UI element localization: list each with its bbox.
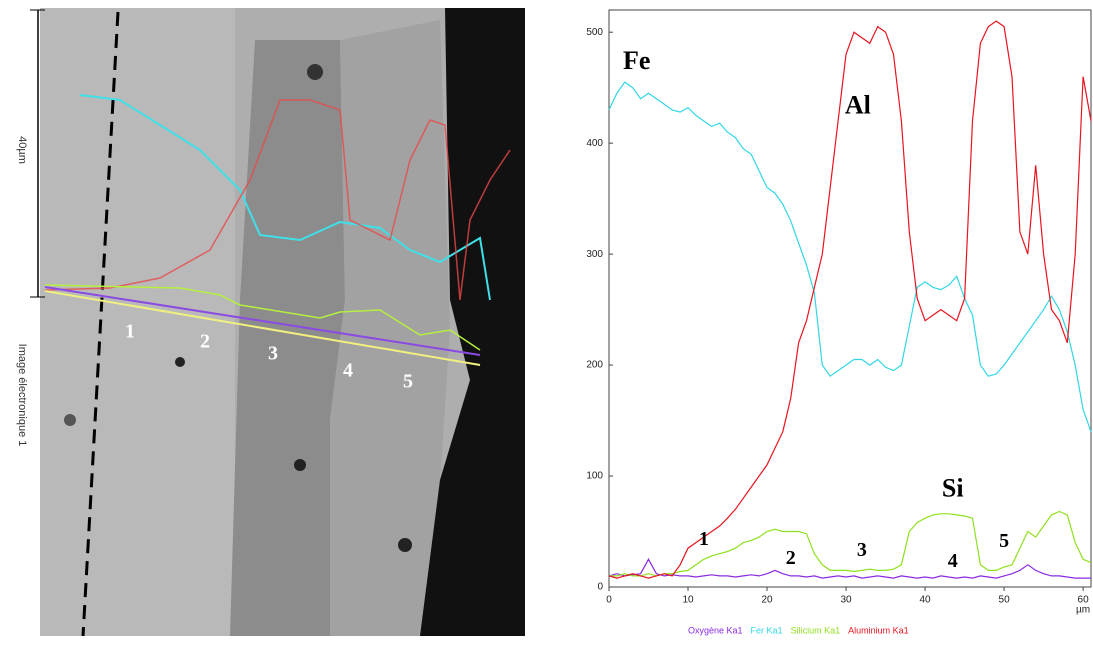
y-tick-label: 500 — [586, 27, 603, 38]
annotation: 1 — [699, 528, 709, 550]
image-region — [230, 40, 345, 636]
legend-entry: Aluminium Ka1 — [848, 625, 909, 635]
x-tick-label: 30 — [840, 595, 852, 606]
annotation: 2 — [786, 547, 796, 569]
image-spot — [398, 538, 412, 552]
plot-frame — [608, 9, 1092, 588]
y-tick-label: 0 — [597, 582, 603, 593]
image-region — [420, 8, 525, 636]
y-tick-label: 200 — [586, 360, 603, 371]
series-line — [609, 510, 1092, 577]
sem-image: 40µm Image électronique 1 — [16, 8, 525, 637]
image-label: 5 — [403, 371, 413, 393]
x-tick-label: 40 — [920, 595, 932, 606]
x-tick-label: 0 — [606, 595, 612, 606]
image-spot — [294, 459, 306, 471]
y-tick-label: 400 — [586, 138, 603, 149]
annotation: 5 — [999, 530, 1009, 552]
image-spot — [175, 357, 185, 367]
series-line — [608, 20, 1092, 579]
image-trace — [79, 94, 491, 301]
image-caption: Image électronique 1 — [16, 344, 28, 447]
y-tick-label: 100 — [586, 471, 603, 482]
image-trace — [44, 99, 511, 301]
image-label: 3 — [268, 343, 278, 365]
annotation: 4 — [948, 550, 958, 572]
legend-entry: Fer Ka1 — [751, 625, 783, 635]
image-trace — [44, 284, 481, 351]
image-spot — [307, 64, 323, 80]
image-spot — [64, 414, 76, 426]
annotation: Al — [845, 91, 871, 120]
image-label: 1 — [125, 321, 135, 343]
annotation: Si — [942, 473, 964, 502]
scale-label: 40µm — [16, 136, 28, 164]
annotation: 3 — [857, 539, 867, 561]
image-trace — [44, 286, 481, 356]
series-line — [608, 81, 1092, 432]
x-tick-label: 20 — [761, 595, 773, 606]
y-tick-label: 300 — [586, 249, 603, 260]
dashed-line — [81, 11, 120, 637]
image-region — [40, 8, 235, 636]
image-label: 2 — [200, 331, 210, 353]
annotation: Fe — [623, 46, 650, 75]
x-axis-label: µm — [1076, 605, 1090, 616]
image-region — [330, 20, 450, 636]
scan-line — [44, 290, 481, 366]
image-label: 4 — [343, 360, 353, 382]
legend-entry: Silicium Ka1 — [791, 625, 841, 635]
series-line — [608, 558, 1091, 579]
x-tick-label: 50 — [999, 595, 1011, 606]
x-tick-label: 10 — [682, 595, 694, 606]
legend-entry: Oxygène Ka1 — [688, 625, 743, 635]
x-tick-label: 60 — [1078, 595, 1090, 606]
